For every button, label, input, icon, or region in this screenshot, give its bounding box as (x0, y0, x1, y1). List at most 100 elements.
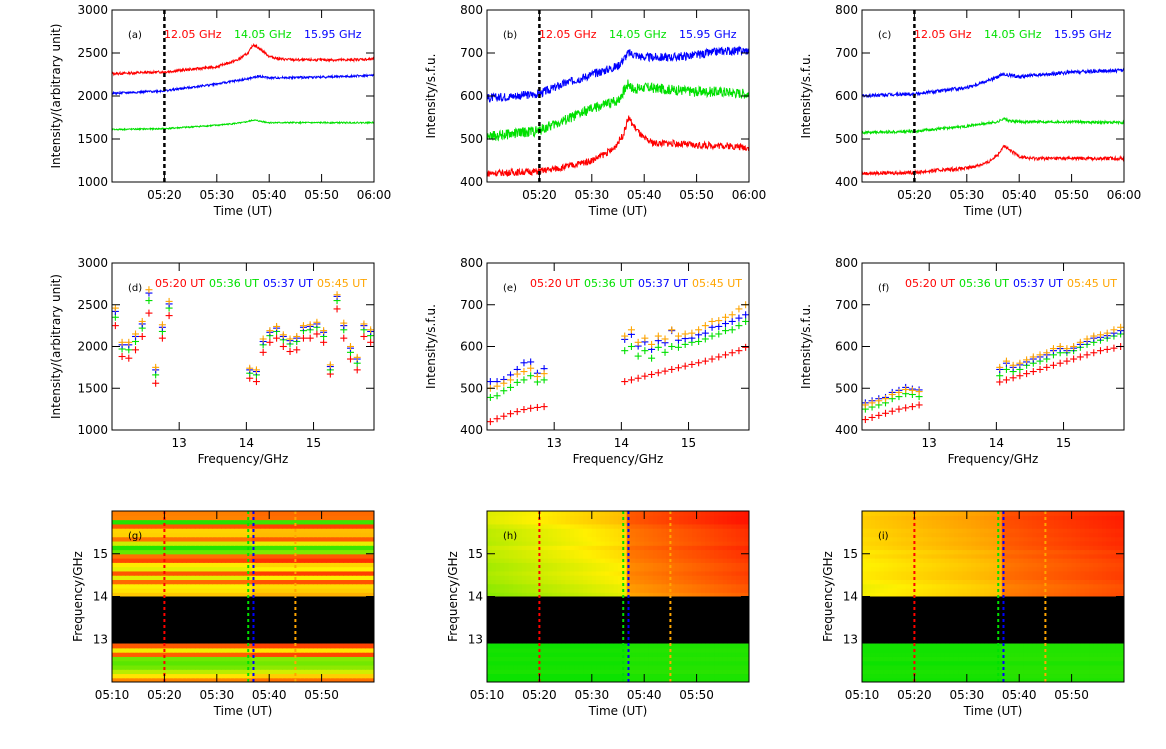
x-tick-label: 13 (172, 436, 187, 450)
heat-cell (286, 592, 292, 598)
heat-cell (225, 566, 231, 572)
heat-cell (491, 673, 497, 679)
heat-cell (312, 528, 318, 533)
heat-cell (356, 532, 362, 538)
heat-cell (714, 545, 720, 551)
heat-cell (356, 669, 362, 675)
heat-cell (194, 660, 200, 666)
heat-cell (508, 656, 514, 662)
heat-cell (277, 549, 283, 555)
heat-cell (334, 566, 340, 572)
legend-entry: 15.95 GHz (1054, 28, 1112, 41)
heat-cell (277, 515, 283, 521)
heat-cell (356, 562, 362, 568)
heat-cell (234, 656, 240, 662)
heat-cell (112, 528, 117, 533)
heat-cell (282, 553, 288, 559)
heat-cell (587, 558, 593, 563)
heat-cell (552, 664, 558, 670)
heat-cell (622, 673, 628, 679)
data-point (674, 364, 682, 372)
heat-cell (186, 545, 192, 551)
heat-cell (652, 532, 658, 538)
heat-cell (622, 562, 628, 568)
heat-cell (112, 673, 117, 679)
heat-cell (286, 575, 292, 580)
heat-cell (286, 647, 292, 653)
heat-cell (609, 583, 615, 589)
heat-cell (133, 515, 139, 521)
heat-cell (247, 549, 253, 555)
heat-cell (674, 583, 680, 589)
heat-cell (626, 532, 632, 538)
heat-cell (151, 583, 157, 589)
heat-cell (133, 549, 139, 555)
data-point (367, 326, 374, 334)
heat-cell (247, 532, 253, 538)
heat-cell (199, 579, 205, 585)
heat-cell (905, 673, 911, 679)
heat-cell (692, 540, 698, 546)
x-tick-label: 05:40 (627, 688, 662, 702)
heat-cell (740, 579, 746, 585)
heat-cell (556, 660, 562, 666)
heat-cell (635, 515, 641, 521)
series-line (112, 118, 374, 132)
heat-cell (670, 643, 676, 649)
data-point (695, 337, 703, 345)
heat-cell (718, 558, 724, 563)
heat-cell (238, 669, 244, 675)
heat-cell (648, 511, 654, 516)
data-point (273, 334, 281, 342)
heat-cell (487, 536, 492, 542)
heat-cell (221, 519, 227, 525)
heat-cell (500, 664, 506, 670)
heat-cell (352, 656, 358, 662)
heat-cell (565, 545, 571, 551)
heat-cell (631, 558, 637, 563)
heat-cell (543, 549, 549, 555)
heat-cell (644, 540, 650, 546)
heat-cell (596, 587, 602, 593)
x-axis-label: Time (UT) (213, 204, 273, 218)
heat-cell (190, 643, 196, 649)
data-point (888, 391, 896, 399)
heat-cell (186, 575, 192, 580)
heat-cell (731, 562, 737, 568)
heat-cell (325, 553, 331, 559)
heat-cell (735, 519, 741, 525)
heat-cell (583, 519, 589, 525)
heat-cell (508, 553, 514, 559)
heat-cell (661, 575, 667, 580)
heat-cell (146, 656, 152, 662)
plot-area (487, 10, 749, 182)
heat-cell (339, 592, 345, 598)
heat-cell (744, 549, 749, 555)
heat-cell (229, 562, 235, 568)
heat-cell (234, 669, 240, 675)
heat-cell (221, 579, 227, 585)
heat-cell (238, 656, 244, 662)
heat-cell (722, 558, 728, 563)
x-tick-label: 05:20 (147, 188, 182, 202)
heat-cell (744, 519, 749, 525)
heat-cell (304, 660, 310, 666)
heat-cell (639, 566, 645, 572)
heat-cell (356, 528, 362, 533)
heat-cell (212, 566, 218, 572)
heat-cell (714, 647, 720, 653)
heat-cell (631, 656, 637, 662)
heat-cell (286, 540, 292, 546)
heat-cell (216, 519, 222, 525)
heat-cell (269, 664, 275, 670)
heat-cell (966, 677, 972, 682)
heat-cell (639, 677, 645, 682)
heat-cell (543, 579, 549, 585)
heat-cell (225, 583, 231, 589)
heat-cell (208, 528, 214, 533)
heat-cell (238, 566, 244, 572)
heat-cell (352, 519, 358, 525)
heat-cell (635, 536, 641, 542)
heat-cell (714, 553, 720, 559)
heat-cell (347, 677, 353, 682)
